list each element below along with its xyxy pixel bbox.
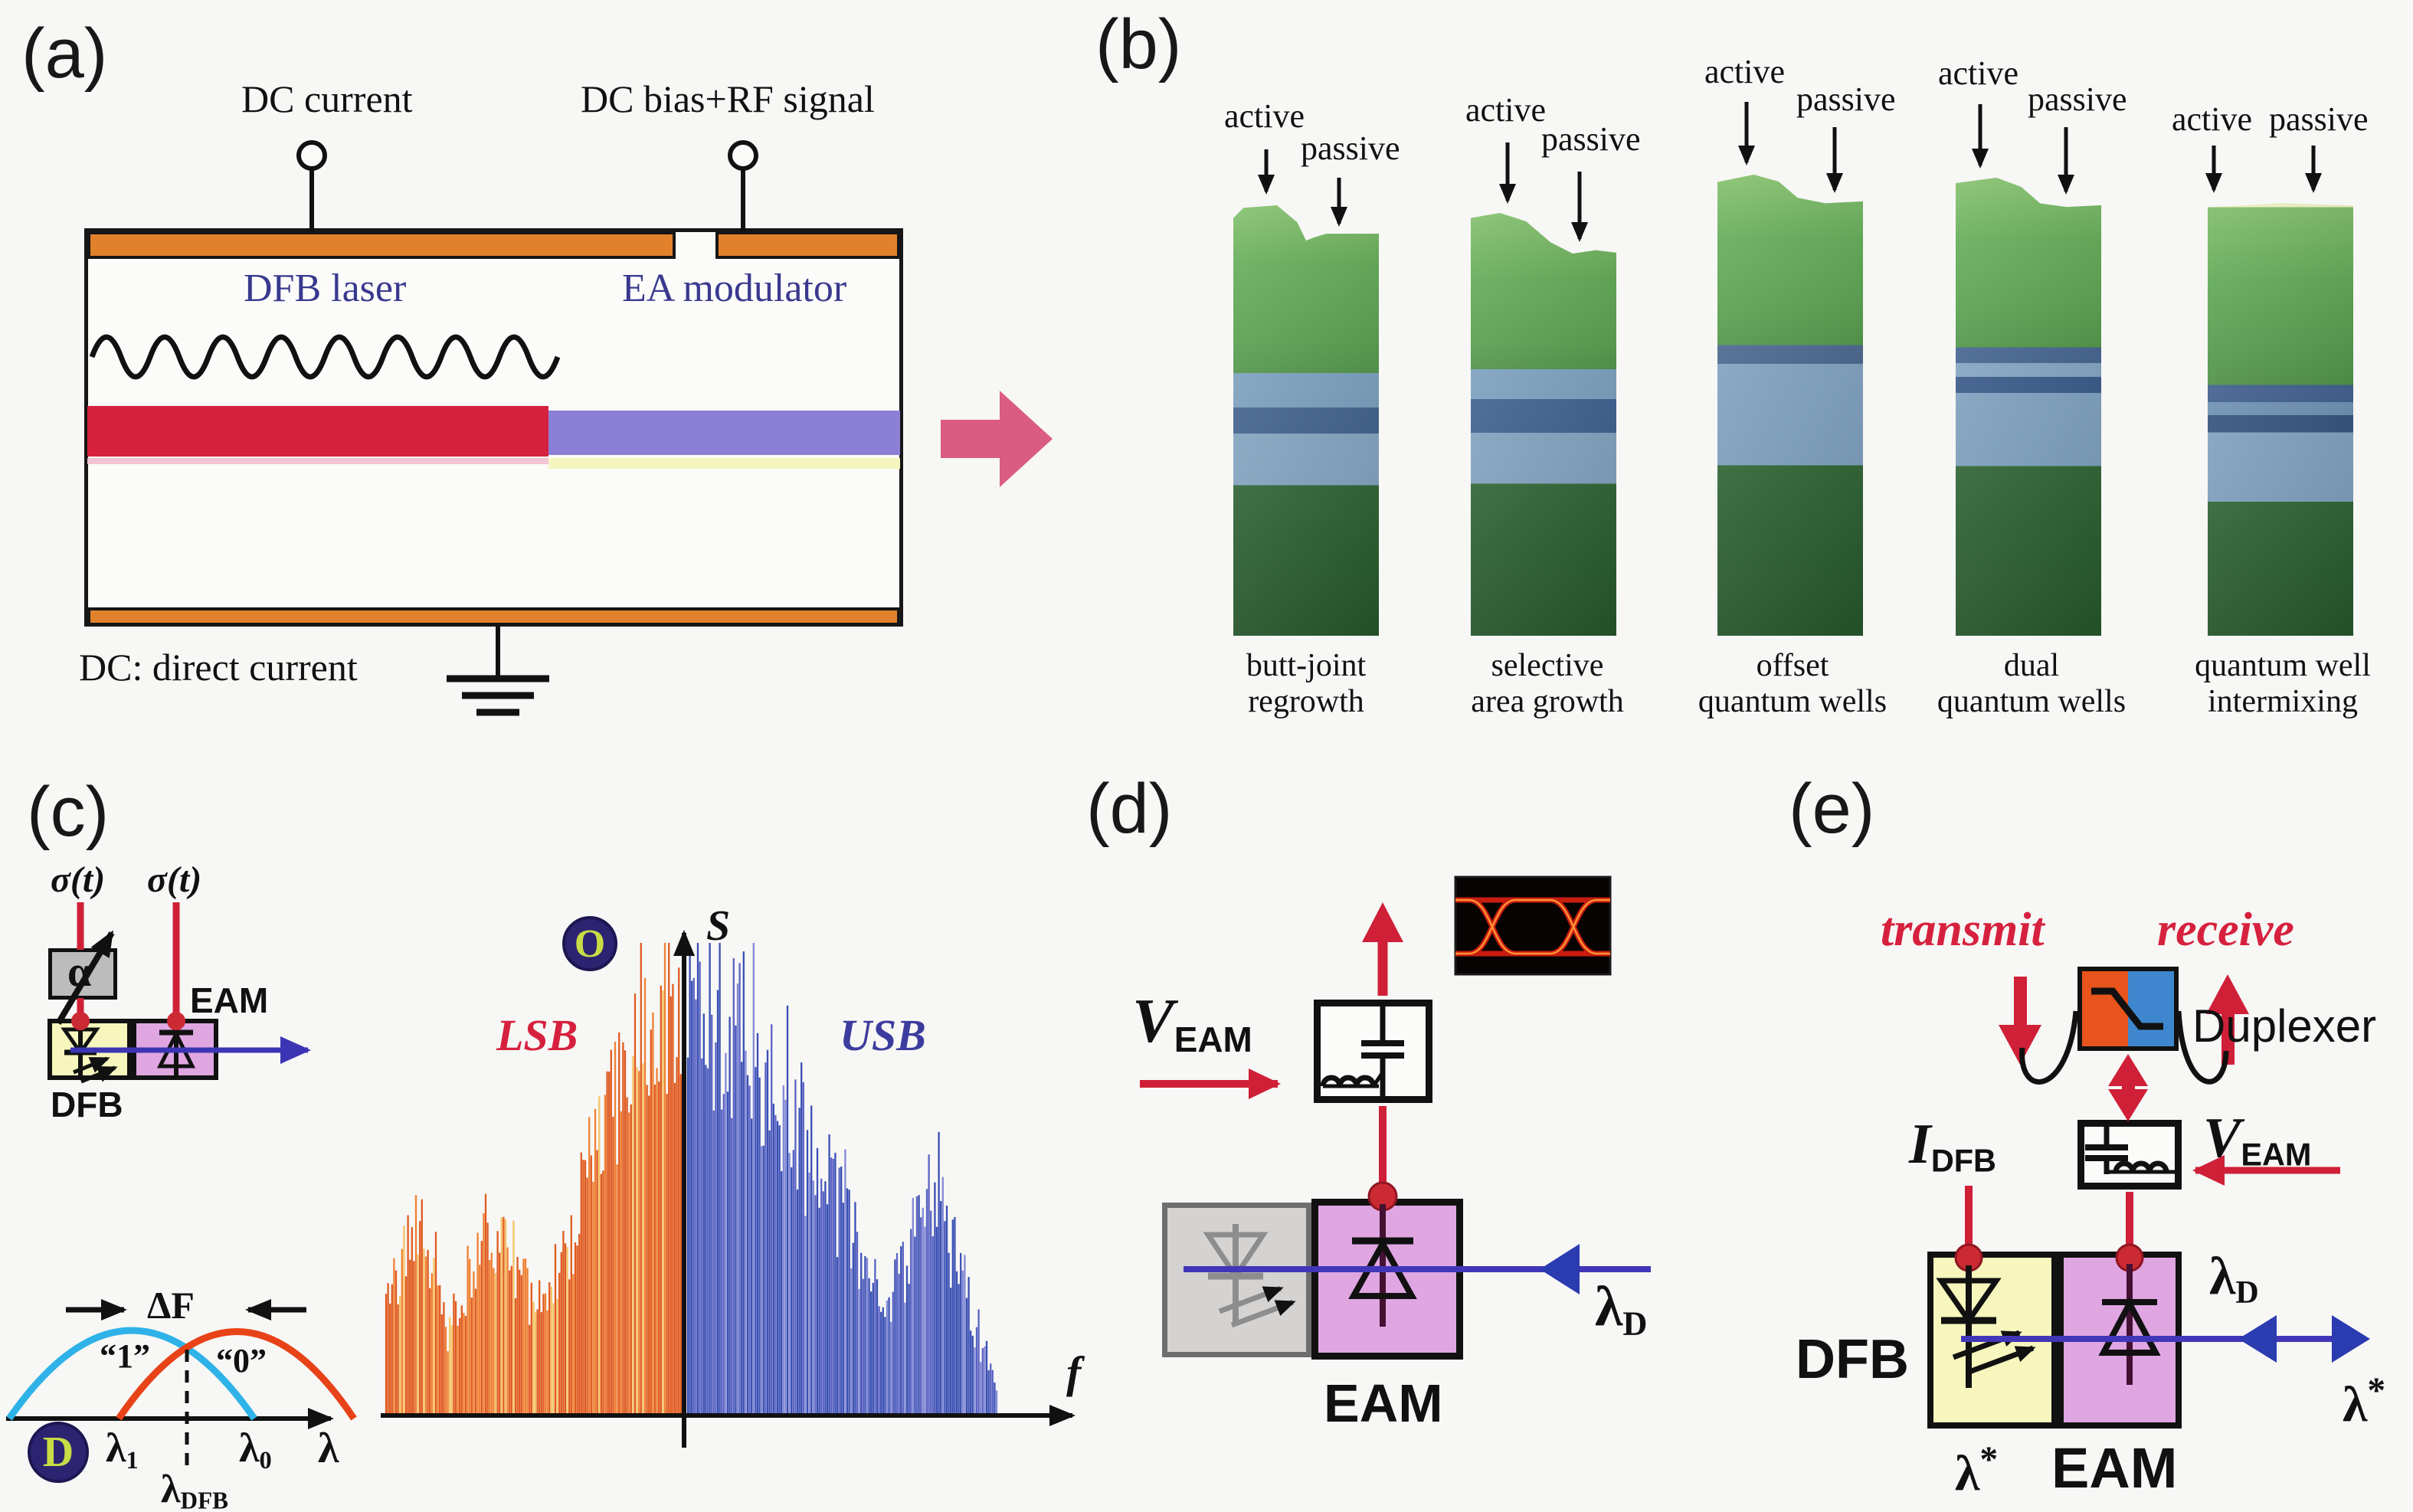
eam-box-c — [132, 1019, 218, 1080]
light-arrowhead-left-e — [2238, 1315, 2277, 1363]
f-axis-label: f — [1066, 1347, 1082, 1397]
panel-c-label: (c) — [27, 773, 110, 851]
usb-label: USB — [840, 1010, 926, 1060]
transmit-arrow — [1999, 977, 2041, 1065]
badge-o-letter: O — [574, 921, 606, 966]
strip-butt-joint-regrowth — [1233, 205, 1379, 636]
panel-b-label: (b) — [1095, 5, 1182, 83]
rf-out-arrowhead-d — [1362, 902, 1403, 942]
eye-diagram — [1454, 875, 1612, 976]
bias-wires-e — [1965, 1186, 2133, 1250]
eam-label-c: EAM — [190, 980, 269, 1020]
lsb-label: LSB — [496, 1010, 578, 1060]
active-label-3: active — [1704, 53, 1786, 90]
lambda-star-dfb-label: λ* — [1955, 1440, 1999, 1501]
ground-symbol — [447, 627, 549, 716]
dfb-top-contact — [87, 231, 676, 259]
lambda-d-label-d: λD — [1595, 1275, 1648, 1343]
active-label-5: active — [2172, 100, 2253, 138]
caption-selective-area: selective area growth — [1471, 648, 1624, 720]
alpha-symbol: α — [67, 948, 92, 996]
transmit-label: transmit — [1881, 904, 2045, 956]
yellow-sublayer — [548, 458, 900, 469]
spectrum-axes — [381, 930, 1076, 1448]
passive-waveguide-purple — [548, 411, 900, 455]
bias-tee-box-e — [2077, 1120, 2182, 1190]
caption-offset-qw: offset quantum wells — [1698, 648, 1888, 720]
strip-quantum-well-intermixing — [2208, 203, 2353, 636]
caption-dual-qw: dual quantum wells — [1937, 648, 2127, 720]
eam-label-e: EAM — [2051, 1436, 2178, 1500]
dc-current-label: DC current — [241, 77, 413, 120]
pink-sublayer — [87, 458, 548, 464]
active-label-1: active — [1224, 97, 1305, 135]
dfb-laser-label: DFB laser — [244, 267, 407, 310]
badge-o: O — [562, 916, 617, 971]
eam-label-d: EAM — [1324, 1373, 1443, 1433]
receive-label: receive — [2157, 904, 2294, 956]
bottom-contact — [87, 607, 900, 626]
passive-label-3: passive — [1796, 80, 1896, 118]
duplexer-bias-link — [2108, 1054, 2148, 1121]
caption-butt-joint: butt-joint regrowth — [1246, 648, 1367, 720]
veam-label-e: VEAM — [2203, 1107, 2312, 1173]
input-light-arrowhead-d — [1540, 1244, 1580, 1294]
passive-label-4: passive — [2028, 80, 2127, 118]
panel-a-label: (a) — [21, 15, 108, 93]
dfb-box-c — [47, 1019, 132, 1080]
lambda-dfb-label: λDFB — [161, 1468, 228, 1512]
ea-modulator-label: EA modulator — [622, 267, 847, 310]
passive-label-5: passive — [2269, 100, 2369, 138]
bit-zero-label: “0” — [216, 1342, 267, 1379]
badge-d-letter: D — [42, 1429, 74, 1476]
eam-box-d — [1311, 1199, 1463, 1360]
idfb-label: IDFB — [1909, 1113, 1996, 1179]
duplexer-box — [2077, 967, 2179, 1051]
unused-dfb-box-d — [1162, 1203, 1311, 1357]
strip-dual-quantum-wells — [1956, 178, 2101, 636]
delta-f-label: ΔF — [147, 1284, 195, 1327]
strip-selective-area-growth — [1471, 213, 1616, 636]
active-label-2: active — [1465, 91, 1547, 129]
output-arrow — [941, 391, 1053, 487]
active-label-4: active — [1938, 54, 2019, 92]
veam-label-d: VEAM — [1132, 986, 1252, 1059]
lambda-one-label: λ1 — [106, 1425, 139, 1475]
lambda-d-label-e: λD — [2209, 1247, 2259, 1311]
duplexer-orange-half — [2082, 971, 2128, 1046]
strip-offset-quantum-wells — [1717, 175, 1863, 636]
eam-top-contact — [715, 231, 900, 259]
dfb-box-e — [1927, 1252, 2058, 1429]
lambda-star-out-label: λ* — [2343, 1371, 2386, 1432]
dc-bias-rf-label: DC bias+RF signal — [581, 77, 875, 120]
light-arrowhead-right-e — [2332, 1315, 2370, 1363]
dfb-label-e: DFB — [1796, 1329, 1909, 1390]
duplexer-blue-half — [2128, 971, 2174, 1046]
duplexer-label: Duplexer — [2192, 1000, 2377, 1052]
panel-e-label: (e) — [1789, 770, 1875, 848]
dfb-label-c: DFB — [51, 1085, 123, 1124]
bit-one-label: “1” — [100, 1337, 150, 1375]
sigma-t-left: σ(t) — [51, 859, 106, 900]
passive-label-2: passive — [1541, 120, 1641, 158]
active-waveguide-red — [87, 406, 548, 457]
lambda-zero-label: λ0 — [239, 1425, 272, 1475]
caption-qwi: quantum well intermixing — [2195, 648, 2371, 720]
badge-d: D — [28, 1422, 89, 1483]
s-axis-label: S — [706, 902, 731, 950]
sigma-t-right: σ(t) — [147, 859, 202, 900]
dc-current-terminal — [296, 140, 758, 231]
panel-d-label: (d) — [1086, 770, 1173, 848]
eam-box-e — [2058, 1252, 2182, 1429]
dc-footnote: DC: direct current — [79, 646, 358, 689]
lambda-axis-label: λ — [318, 1425, 339, 1472]
bias-tee-box-d — [1314, 1000, 1432, 1103]
passive-label-1: passive — [1301, 129, 1400, 167]
